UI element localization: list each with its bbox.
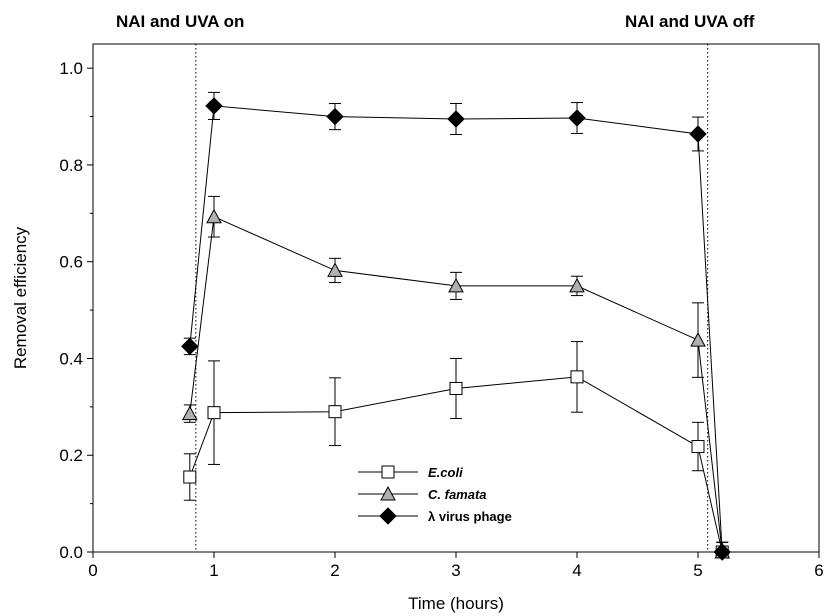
data-point bbox=[327, 262, 343, 277]
data-point bbox=[181, 405, 198, 421]
y-tick-label-2: 0.4 bbox=[59, 349, 83, 368]
legend-entry-1: C. famata bbox=[358, 485, 487, 502]
data-point bbox=[690, 332, 706, 347]
y-tick-label-1: 0.2 bbox=[59, 446, 83, 465]
series-0 bbox=[183, 341, 729, 559]
annotation-off: NAI and UVA off bbox=[625, 12, 755, 31]
data-point bbox=[183, 470, 197, 484]
legend-entry-0: E.coli bbox=[358, 465, 463, 480]
data-point bbox=[447, 110, 465, 128]
legend-label: λ virus phage bbox=[428, 509, 512, 524]
annotations: NAI and UVA on NAI and UVA off bbox=[116, 12, 755, 31]
x-tick-label-2: 2 bbox=[330, 561, 339, 580]
data-point bbox=[448, 277, 464, 293]
legend-marker bbox=[380, 485, 396, 501]
data-point bbox=[328, 405, 342, 419]
y-tick-label-5: 1.0 bbox=[59, 59, 83, 78]
data-point bbox=[568, 109, 586, 127]
x-tick-label-6: 6 bbox=[814, 561, 823, 580]
y-tick-label-3: 0.6 bbox=[59, 253, 83, 272]
event-lines bbox=[195, 44, 709, 552]
axes: 0 1 2 3 4 5 6 0.0 0.2 0.4 0.6 0.8 1.0 bbox=[59, 59, 823, 580]
x-tick-label-0: 0 bbox=[88, 561, 97, 580]
data-point bbox=[570, 370, 584, 384]
legend-label: E.coli bbox=[428, 465, 463, 480]
annotation-on: NAI and UVA on bbox=[116, 12, 244, 31]
y-tick-label-4: 0.8 bbox=[59, 156, 83, 175]
data-point bbox=[713, 543, 731, 561]
x-tick-label-4: 4 bbox=[572, 561, 581, 580]
data-point bbox=[205, 97, 223, 115]
series-line-2 bbox=[189, 105, 723, 553]
x-tick-label-1: 1 bbox=[209, 561, 218, 580]
data-point bbox=[569, 277, 585, 293]
data-point bbox=[691, 440, 705, 454]
x-axis-title: Time (hours) bbox=[408, 594, 504, 613]
data-point bbox=[689, 125, 707, 143]
legend-marker bbox=[381, 465, 395, 479]
data-point bbox=[207, 406, 221, 420]
y-tick-label-0: 0.0 bbox=[59, 543, 83, 562]
legend: E.coli C. famata λ virus phage bbox=[358, 465, 512, 525]
data-point bbox=[449, 381, 463, 395]
series-layer bbox=[181, 91, 731, 561]
y-axis-title: Removal efficiency bbox=[11, 226, 30, 369]
data-point bbox=[326, 107, 344, 126]
legend-entry-2: λ virus phage bbox=[358, 507, 512, 525]
series-2 bbox=[181, 91, 731, 561]
legend-marker bbox=[379, 507, 397, 525]
legend-label: C. famata bbox=[428, 487, 487, 502]
x-tick-label-3: 3 bbox=[451, 561, 460, 580]
data-point bbox=[181, 337, 199, 356]
x-tick-label-5: 5 bbox=[693, 561, 702, 580]
data-point bbox=[206, 208, 222, 224]
